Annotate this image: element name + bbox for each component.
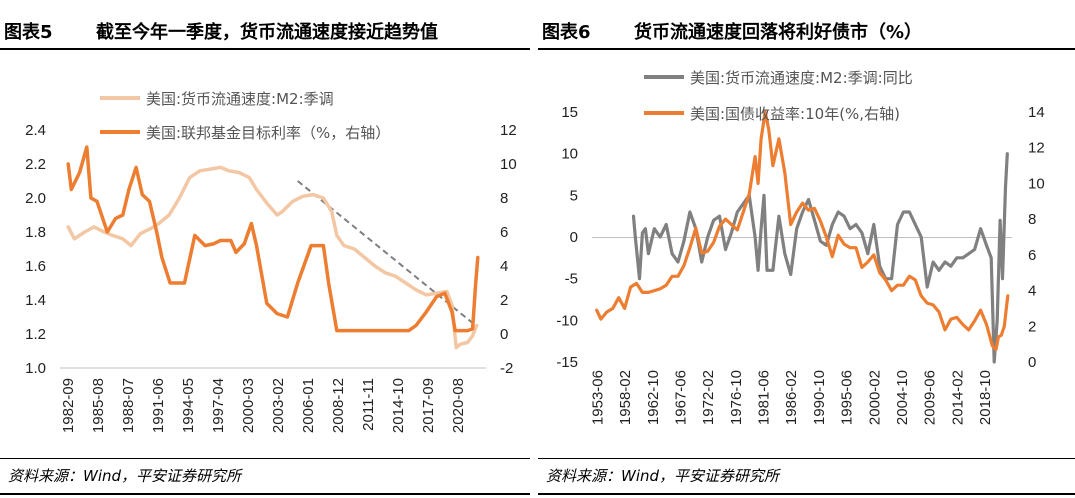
y-left-tick-label: -5: [565, 271, 578, 288]
x-tick-label: 2014-02: [949, 370, 966, 425]
y-left-tick-label: -15: [556, 354, 578, 371]
x-tick-label: 1990-10: [811, 370, 828, 425]
y-left-tick-label: -10: [556, 312, 578, 329]
x-tick-label: 2017-09: [420, 378, 437, 433]
x-tick-label: 2020-08: [450, 378, 467, 433]
y-right-tick-label: 12: [500, 122, 517, 139]
y-left-tick-label: 1.6: [25, 258, 46, 275]
series-line-1: [66, 165, 479, 350]
y-right-tick-label: 14: [1028, 104, 1045, 121]
x-tick-label: 2009-06: [922, 370, 939, 425]
y-right-tick-label: 10: [1028, 175, 1045, 192]
x-tick-label: 2008-12: [330, 378, 347, 433]
figure-6-source: 资料来源：Wind，平安证券研究所: [546, 467, 780, 485]
x-tick-label: 1958-02: [617, 370, 634, 425]
x-tick-label: 1995-06: [839, 370, 856, 425]
figure-5-source-bar: 资料来源：Wind，平安证券研究所: [0, 458, 530, 495]
x-tick-label: 2004-10: [894, 370, 911, 425]
y-right-tick-label: 8: [500, 190, 508, 207]
y-left-tick-label: 5: [570, 187, 578, 204]
figure-6-chart: 15 10 5 0 -5 -10 -15 14 12 10 8 6 4 2 0 1953-06 1958-02 1…: [556, 69, 1045, 425]
x-tick-label: 1986-02: [783, 370, 800, 425]
x-tick-label: 2018-10: [977, 370, 994, 425]
figure-6-number: 图表6: [542, 22, 591, 43]
series-line-1: [631, 152, 1009, 364]
legend-label-2: 美国:联邦基金目标利率（%，右轴）: [146, 124, 390, 142]
y-right-tick-label: 12: [1028, 140, 1045, 157]
trend-line: [297, 180, 477, 327]
y-right-tick-label: 4: [500, 258, 508, 275]
x-tick-label: 1967-06: [672, 370, 689, 425]
figure-5-title-bar: 图表5 截至今年一季度，货币流通速度接近趋势值: [0, 8, 530, 50]
y-left-tick-label: 10: [561, 146, 578, 163]
x-tick-label: 1976-10: [728, 370, 745, 425]
y-left-tick-label: 1.2: [25, 326, 46, 343]
y-left-tick-label: 2.2: [25, 156, 46, 173]
figure-6-title-bar: 图表6 货币流通速度回落将利好债市（%）: [538, 8, 1075, 50]
figure-5-panel: 图表5 截至今年一季度，货币流通速度接近趋势值 2.4 2.2 2.0 1.8 1.6 1…: [0, 0, 530, 498]
x-tick-label: 2011-11: [360, 378, 377, 431]
x-tick-label: 1997-04: [210, 378, 227, 433]
x-tick-label: 1981-06: [756, 370, 773, 425]
y-left-tick-label: 15: [561, 104, 578, 121]
x-tick-label: 2014-10: [390, 378, 407, 433]
y-right-tick-label: 8: [1028, 211, 1036, 228]
y-right-tick-label: 2: [500, 292, 508, 309]
x-tick-label: 2003-02: [270, 378, 287, 433]
x-tick-label: 1962-10: [645, 370, 662, 425]
figure-5-title: 截至今年一季度，货币流通速度接近趋势值: [96, 22, 438, 43]
x-tick-label: 2000-02: [866, 370, 883, 425]
series-line-2: [66, 145, 480, 333]
y-right-tick-label: 0: [500, 326, 508, 343]
figure-6-source-bar: 资料来源：Wind，平安证券研究所: [538, 458, 1075, 495]
y-left-tick-label: 1.4: [25, 292, 46, 309]
legend-label-1: 美国:货币流通速度:M2:季调: [146, 90, 334, 108]
x-tick-label: 1994-05: [180, 378, 197, 433]
x-tick-label: 2006-01: [300, 378, 317, 433]
legend-label-1: 美国:货币流通速度:M2:季调:同比: [690, 69, 913, 87]
x-tick-label: 1982-09: [60, 378, 77, 433]
y-left-tick-label: 0: [570, 229, 578, 246]
y-right-tick-label: -2: [500, 360, 513, 377]
x-tick-label: 1988-07: [120, 378, 137, 433]
y-left-tick-label: 2.4: [25, 122, 46, 139]
x-tick-label: 1991-06: [150, 378, 167, 433]
series-line-2: [595, 110, 1010, 352]
y-left-tick-label: 2.0: [25, 190, 46, 207]
y-left-tick-label: 1.8: [25, 224, 46, 241]
y-right-tick-label: 10: [500, 156, 517, 173]
legend-label-2: 美国:国债收益率:10年(%,右轴): [690, 105, 900, 123]
x-tick-label: 1953-06: [589, 370, 606, 425]
x-tick-label: 1985-08: [90, 378, 107, 433]
y-right-tick-label: 0: [1028, 354, 1036, 371]
y-right-tick-label: 4: [1028, 283, 1036, 300]
figure-5-source: 资料来源：Wind，平安证券研究所: [8, 467, 242, 485]
figure-6-panel: 图表6 货币流通速度回落将利好债市（%） 15 10 5 0 -5 -10 -15 14 12 1…: [538, 0, 1075, 498]
y-left-tick-label: 1.0: [25, 360, 46, 377]
y-right-tick-label: 6: [1028, 247, 1036, 264]
x-tick-label: 1972-02: [700, 370, 717, 425]
x-tick-label: 2000-03: [240, 378, 257, 433]
y-right-tick-label: 6: [500, 224, 508, 241]
figure-6-title: 货币流通速度回落将利好债市（%）: [634, 22, 923, 43]
y-right-tick-label: 2: [1028, 318, 1036, 335]
figure-5-chart: 2.4 2.2 2.0 1.8 1.6 1.4 1.2 1.0 12 10 8 6 4 2 0 -2 1982-…: [25, 90, 517, 433]
figure-5-number: 图表5: [4, 22, 53, 43]
